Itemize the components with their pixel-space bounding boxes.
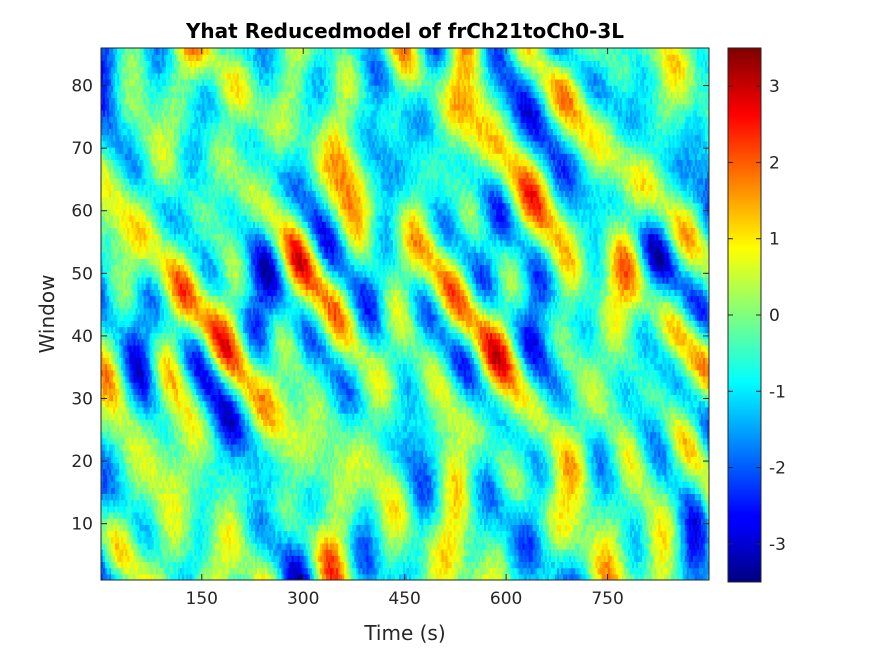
y-axis-label: Window — [35, 275, 59, 354]
x-tick-label: 150 — [186, 589, 218, 609]
y-tick-label: 60 — [71, 202, 93, 222]
x-axis-label: Time (s) — [363, 621, 445, 645]
x-tick-label: 300 — [287, 589, 319, 609]
y-tick-label: 30 — [71, 389, 93, 409]
colorbar-ticks: -3 -2 -1 0 1 2 3 — [728, 77, 786, 555]
colorbar-tick-label: -2 — [769, 459, 786, 479]
y-axis-ticks: 10 20 30 40 50 60 70 80 — [71, 77, 709, 535]
y-tick-label: 40 — [71, 327, 93, 347]
y-tick-label: 80 — [71, 77, 93, 97]
y-tick-label: 50 — [71, 264, 93, 284]
x-tick-label: 600 — [490, 589, 522, 609]
colorbar-tick-label: 3 — [769, 77, 780, 97]
x-axis-ticks: 150 300 450 600 750 — [186, 48, 624, 609]
x-tick-label: 450 — [388, 589, 420, 609]
y-tick-label: 20 — [71, 452, 93, 472]
colorbar-tick-label: 2 — [769, 153, 780, 173]
y-tick-label: 70 — [71, 139, 93, 159]
y-tick-label: 10 — [71, 515, 93, 535]
heatmap-cells — [101, 48, 709, 580]
colorbar-tick-label: -3 — [769, 535, 786, 555]
x-tick-label: 750 — [591, 589, 623, 609]
chart-title: Yhat Reducedmodel of frCh21toCh0-3L — [185, 19, 624, 43]
colorbar-tick-label: 1 — [769, 230, 780, 250]
colorbar-tick-label: 0 — [769, 306, 780, 326]
colorbar-tick-label: -1 — [769, 382, 786, 402]
